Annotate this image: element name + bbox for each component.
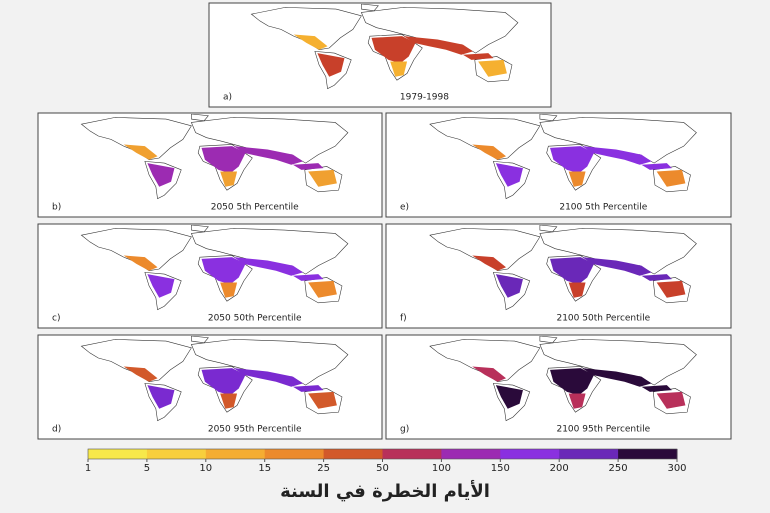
colorbar-tick-label: 100 [432,463,451,474]
colorbar-tick-label: 15 [258,463,271,474]
panel-caption: 2100 5th Percentile [559,203,647,213]
panel-frame [37,112,383,218]
panel-frame [37,223,383,329]
panel-frame [37,334,383,440]
colorbar-segment [264,449,325,459]
panel-label: g) [400,425,409,435]
panel-frame [208,2,552,108]
colorbar-tick-label: 1 [85,463,91,474]
colorbar-segment [323,449,383,459]
colorbar-tick-label: 25 [317,463,330,474]
colorbar-tick-label: 150 [491,463,510,474]
map-panel: f) 2100 50th Percentile [385,223,732,329]
panel-caption: 2100 95th Percentile [556,425,650,435]
map-panel: g) 2100 95th Percentile [385,334,732,440]
colorbar-segment [500,449,560,459]
colorbar-tick-label: 5 [144,463,150,474]
panel-caption: 2050 95th Percentile [208,425,302,435]
panel-label: a) [223,93,232,103]
colorbar-segment [382,449,442,459]
map-panel: c) 2050 50th Percentile [37,223,383,329]
panel-frame [385,223,732,329]
colorbar-tick-label: 50 [376,463,389,474]
colorbar-tick-label: 10 [199,463,212,474]
panel-label: f) [400,314,407,324]
panel-caption: 2100 50th Percentile [556,314,650,324]
map-panel: e) 2100 5th Percentile [385,112,732,218]
map-panel: d) 2050 95th Percentile [37,334,383,440]
colorbar-segment [618,449,678,459]
map-panel: b) 2050 5th Percentile [37,112,383,218]
colorbar-segment [441,449,501,459]
panel-frame [385,112,732,218]
panel-label: e) [400,203,409,213]
colorbar-tick-label: 200 [550,463,569,474]
colorbar-title: الأيام الخطرة في السنة [280,480,490,502]
colorbar-segment [205,449,266,459]
colorbar-segment [88,449,148,459]
colorbar-tick-label: 250 [609,463,628,474]
panel-label: c) [52,314,60,324]
map-panel: a) 1979-1998 [208,2,552,108]
panel-caption: 2050 5th Percentile [211,203,299,213]
colorbar-tick-label: 300 [667,463,686,474]
panel-frame [385,334,732,440]
panel-caption: 1979-1998 [400,93,449,103]
panel-caption: 2050 50th Percentile [208,314,302,324]
panel-label: b) [52,203,61,213]
panel-label: d) [52,425,61,435]
colorbar-segment [146,449,207,459]
colorbar-segment [559,449,619,459]
